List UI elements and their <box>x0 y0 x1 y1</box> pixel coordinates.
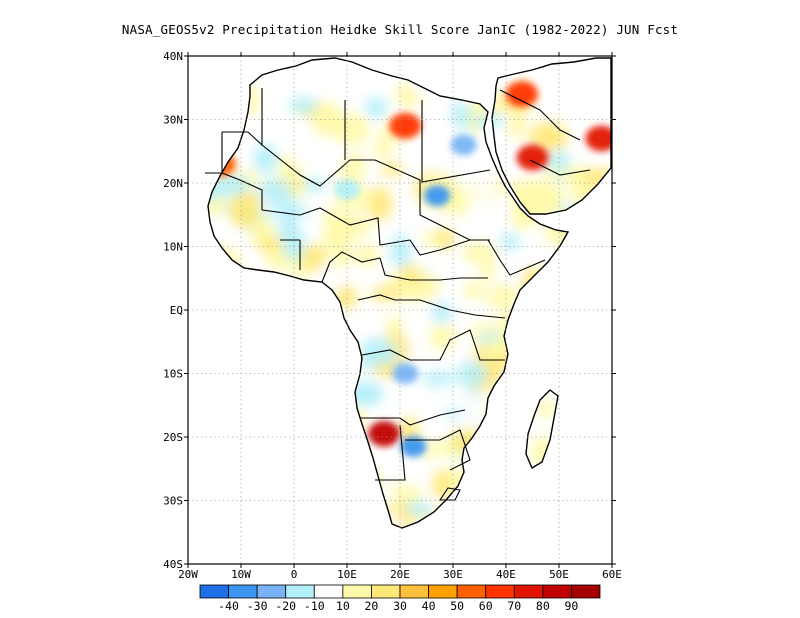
colorbar-label: -20 <box>275 599 296 613</box>
colorbar-swatch <box>456 584 487 599</box>
skill-feature <box>450 134 477 156</box>
colorbar <box>199 584 601 599</box>
colorbar-label: 40 <box>422 599 436 613</box>
colorbar-swatch <box>285 584 315 599</box>
colorbar-swatch <box>542 584 572 599</box>
colorbar-swatch <box>342 584 372 599</box>
colorbar-label: -10 <box>304 599 325 613</box>
axis-ticks <box>184 52 616 568</box>
lon-label: 50E <box>549 568 569 581</box>
lat-label: 40N <box>163 50 183 63</box>
colorbar-label: -40 <box>218 599 239 613</box>
colorbar-labels: -40 -30 -20 -10 10 20 30 40 50 60 70 80 90 <box>218 599 578 613</box>
colorbar-label: 50 <box>450 599 464 613</box>
lon-label: 60E <box>602 568 622 581</box>
lat-label: 20N <box>163 177 183 190</box>
colorbar-swatch <box>371 584 401 599</box>
skill-feature <box>334 178 360 200</box>
lat-label: 10N <box>163 241 183 254</box>
lon-label: 20W <box>178 568 198 581</box>
colorbar-swatch <box>313 584 344 599</box>
page-title: NASA_GEOS5v2 Precipitation Heidke Skill … <box>121 22 679 37</box>
lat-label: 10S <box>163 368 183 381</box>
country-borders <box>205 88 591 501</box>
skill-feature <box>516 144 549 171</box>
skill-feature <box>400 436 427 457</box>
lon-label: 10W <box>231 568 251 581</box>
lon-label: 30E <box>443 568 463 581</box>
skill-feature <box>368 421 401 447</box>
colorbar-label: 20 <box>364 599 378 613</box>
lat-lon-gridlines <box>188 56 612 564</box>
colorbar-swatch <box>485 584 515 599</box>
lat-label: 40S <box>163 558 183 571</box>
colorbar-swatch <box>399 584 429 599</box>
lon-label: 0 <box>291 568 298 581</box>
skill-feature <box>585 125 611 152</box>
lon-label: 20E <box>390 568 410 581</box>
colorbar-label: 10 <box>336 599 350 613</box>
skill-feature <box>392 363 419 384</box>
lat-label: 20S <box>163 431 183 444</box>
colorbar-label: -30 <box>247 599 268 613</box>
colorbar-swatch <box>256 584 287 599</box>
colorbar-swatch <box>571 584 601 599</box>
colorbar-label: 90 <box>564 599 578 613</box>
colorbar-swatch <box>199 584 229 599</box>
lon-label: 10E <box>337 568 357 581</box>
colorbar-label: 80 <box>536 599 550 613</box>
longitude-labels: 20W 10W 0 10E 20E 30E 40E 50E 60E <box>178 568 622 581</box>
latitude-labels: 40N 30N 20N 10N EQ 10S 20S 30S 40S <box>163 50 183 571</box>
skill-feature <box>389 113 422 139</box>
lon-label: 40E <box>496 568 516 581</box>
colorbar-label: 70 <box>507 599 521 613</box>
lat-label: EQ <box>170 304 183 317</box>
lat-label: 30S <box>163 495 183 508</box>
skill-feature <box>505 81 538 107</box>
colorbar-swatch <box>513 584 544 599</box>
colorbar-swatch <box>228 584 258 599</box>
skill-feature <box>424 185 451 207</box>
lat-label: 30N <box>163 114 183 127</box>
colorbar-swatch <box>428 584 458 599</box>
colorbar-label: 60 <box>479 599 493 613</box>
colorbar-label: 30 <box>393 599 407 613</box>
